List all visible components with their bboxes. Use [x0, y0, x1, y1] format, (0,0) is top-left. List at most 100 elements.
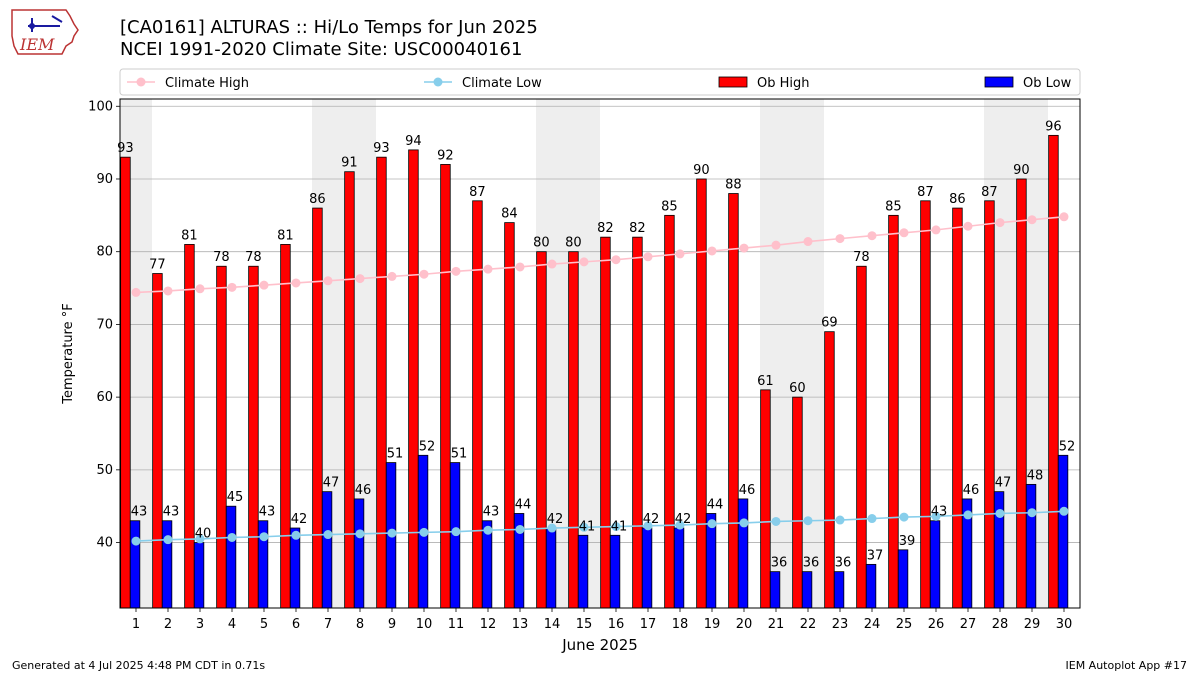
x-tick-label: 30 — [1056, 617, 1073, 632]
ob-high-value-label: 78 — [213, 250, 230, 265]
ob-high-bar-day-16 — [600, 236, 611, 609]
climate-low-point-day-7 — [323, 530, 333, 540]
climate-high-point-day-17 — [643, 252, 653, 262]
climate-high-point-day-2 — [163, 286, 173, 296]
ob-high-bar-day-27 — [952, 207, 963, 609]
climate-low-point-day-25 — [899, 512, 909, 522]
x-tick-label: 27 — [960, 617, 977, 632]
ob-high-value-label: 81 — [277, 228, 294, 243]
ob-low-value-label: 46 — [739, 483, 756, 498]
ob-low-bar-day-16 — [609, 534, 621, 609]
climate-high-point-day-30 — [1059, 212, 1069, 222]
ob-low-bar-day-15 — [577, 534, 589, 609]
ob-high-value-label: 80 — [565, 236, 582, 251]
y-tick-label: 80 — [96, 245, 113, 260]
ob-high-bar-day-7 — [312, 207, 323, 609]
climate-low-point-day-24 — [867, 514, 877, 524]
y-tick-label: 40 — [96, 536, 113, 551]
ob-low-bar-day-17 — [641, 527, 653, 609]
ob-high-value-label: 69 — [821, 316, 838, 331]
x-tick-label: 3 — [196, 617, 204, 632]
x-tick-label: 13 — [512, 617, 529, 632]
ob-high-bar-day-8 — [344, 171, 355, 609]
ob-high-bar-day-18 — [664, 214, 675, 609]
ob-low-value-label: 42 — [643, 512, 660, 527]
ob-high-value-label: 61 — [757, 374, 774, 389]
x-tick-label: 20 — [736, 617, 753, 632]
ob-high-value-label: 86 — [949, 192, 966, 207]
ob-high-value-label: 86 — [309, 192, 326, 207]
ob-high-value-label: 82 — [629, 221, 646, 236]
x-tick-label: 28 — [992, 617, 1009, 632]
x-tick-label: 6 — [292, 617, 300, 632]
ob-high-value-label: 91 — [341, 156, 358, 171]
x-tick-label: 26 — [928, 617, 945, 632]
ob-high-bar-day-19 — [696, 178, 707, 609]
ob-low-value-label: 46 — [355, 483, 372, 498]
ob-low-value-label: 37 — [867, 548, 884, 563]
ob-high-bar-day-28 — [984, 200, 995, 609]
climate-high-point-day-29 — [1027, 215, 1037, 225]
iem-logo: IEM — [8, 6, 84, 64]
climate-high-point-day-4 — [227, 282, 237, 292]
ob-low-value-label: 45 — [227, 490, 244, 505]
x-tick-label: 19 — [704, 617, 721, 632]
climate-low-point-day-30 — [1059, 506, 1069, 516]
y-axis-label: Temperature °F — [61, 303, 76, 404]
ob-low-value-label: 43 — [483, 505, 500, 520]
app-label: IEM Autoplot App #17 — [1065, 659, 1188, 672]
ob-low-bar-day-18 — [673, 527, 685, 609]
ob-low-bar-day-20 — [737, 498, 749, 609]
ob-high-bar-day-29 — [1016, 178, 1027, 609]
ob-high-bar-day-3 — [184, 244, 195, 609]
climate-low-point-day-1 — [131, 536, 141, 546]
ob-high-bar-day-20 — [728, 193, 739, 609]
ob-low-bar-day-8 — [353, 498, 365, 609]
climate-high-point-day-8 — [355, 274, 365, 284]
ob-low-value-label: 39 — [899, 534, 916, 549]
ob-low-value-label: 48 — [1027, 468, 1044, 483]
climate-low-point-day-18 — [675, 520, 685, 530]
x-tick-label: 5 — [260, 617, 268, 632]
ob-low-bar-day-23 — [833, 571, 845, 609]
ob-low-bar-day-4 — [225, 505, 237, 609]
ob-low-value-label: 43 — [931, 505, 948, 520]
ob-high-value-label: 88 — [725, 178, 742, 193]
climate-low-point-day-2 — [163, 535, 173, 545]
climate-high-point-day-28 — [995, 218, 1005, 228]
x-tick-label: 12 — [480, 617, 497, 632]
climate-high-point-day-18 — [675, 249, 685, 259]
climate-high-point-day-14 — [547, 259, 557, 269]
climate-high-point-day-7 — [323, 276, 333, 286]
ob-low-value-label: 36 — [803, 556, 820, 571]
x-tick-label: 11 — [448, 617, 465, 632]
ob-high-value-label: 87 — [981, 185, 998, 200]
ob-high-value-label: 90 — [693, 163, 710, 178]
climate-high-point-day-19 — [707, 246, 717, 256]
climate-low-point-day-10 — [419, 527, 429, 537]
ob-high-bar-day-4 — [216, 265, 227, 609]
climate-low-point-day-4 — [227, 532, 237, 542]
ob-low-value-label: 47 — [995, 476, 1012, 491]
x-tick-label: 15 — [576, 617, 593, 632]
ob-high-bar-day-11 — [440, 164, 451, 609]
climate-high-point-day-26 — [931, 225, 941, 235]
climate-high-point-day-16 — [611, 255, 621, 265]
ob-high-bar-day-5 — [248, 265, 259, 609]
climate-high-point-day-3 — [195, 284, 205, 294]
ob-low-value-label: 42 — [547, 512, 564, 527]
ob-high-bar-day-15 — [568, 251, 579, 609]
x-tick-label: 17 — [640, 617, 657, 632]
ob-high-bar-day-26 — [920, 200, 931, 609]
legend-climate-low-marker — [433, 77, 443, 87]
ob-low-bar-day-21 — [769, 571, 781, 609]
ob-low-value-label: 47 — [323, 476, 340, 491]
ob-low-value-label: 43 — [131, 505, 148, 520]
ob-low-bar-day-1 — [129, 520, 141, 609]
ob-low-value-label: 41 — [611, 519, 628, 534]
x-tick-label: 2 — [164, 617, 172, 632]
plot-frame — [119, 98, 1081, 609]
ob-high-value-label: 84 — [501, 207, 518, 222]
ob-high-bar-day-14 — [536, 251, 547, 609]
